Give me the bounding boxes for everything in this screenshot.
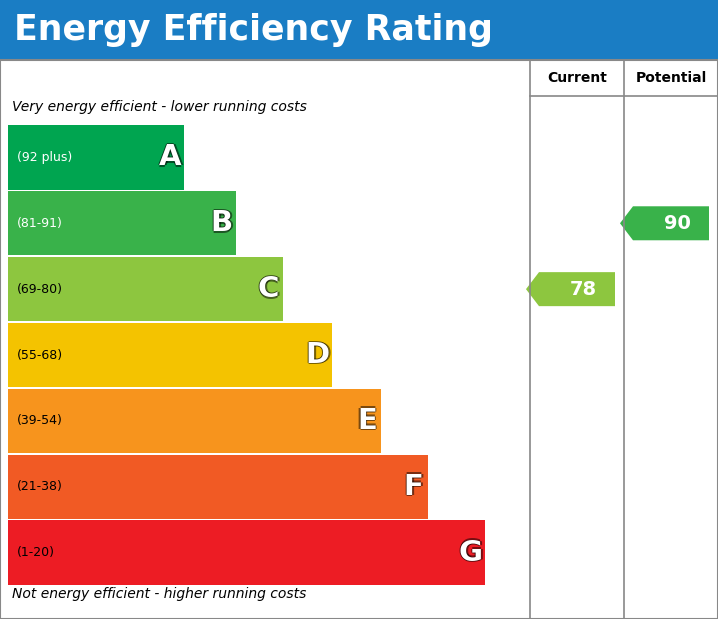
Bar: [8, 323, 332, 387]
Text: C: C: [259, 275, 281, 303]
Text: 78: 78: [570, 280, 597, 298]
Text: F: F: [404, 474, 424, 502]
Text: C: C: [258, 277, 279, 305]
Text: (69-80): (69-80): [17, 283, 63, 296]
Text: B: B: [211, 208, 233, 236]
Text: B: B: [213, 209, 235, 237]
Text: A: A: [159, 145, 182, 173]
Text: E: E: [357, 407, 377, 435]
Text: (55-68): (55-68): [17, 348, 63, 361]
Text: B: B: [211, 209, 233, 237]
Text: 90: 90: [664, 214, 691, 233]
Text: F: F: [404, 471, 424, 499]
Text: E: E: [355, 407, 376, 435]
Text: (92 plus): (92 plus): [17, 151, 73, 164]
Text: (1-20): (1-20): [17, 546, 55, 559]
Text: F: F: [402, 473, 422, 501]
Text: A: A: [157, 144, 180, 171]
Text: D: D: [306, 339, 330, 368]
Polygon shape: [526, 272, 615, 306]
Text: B: B: [211, 211, 233, 239]
Text: E: E: [357, 405, 377, 433]
Bar: [0, 0, 718, 60]
Text: A: A: [159, 144, 182, 171]
Text: G: G: [459, 539, 482, 566]
Text: (81-91): (81-91): [17, 217, 63, 230]
Text: Very energy efficient - lower running costs: Very energy efficient - lower running co…: [12, 100, 307, 114]
Text: C: C: [258, 275, 279, 303]
Bar: [8, 454, 428, 519]
Text: D: D: [306, 342, 330, 371]
Text: (39-54): (39-54): [17, 414, 63, 427]
Text: (21-38): (21-38): [17, 480, 63, 493]
Text: Potential: Potential: [635, 71, 707, 85]
Text: A: A: [160, 144, 183, 171]
Text: B: B: [210, 209, 231, 237]
Text: E: E: [358, 407, 378, 435]
Text: D: D: [307, 341, 331, 369]
Text: Not energy efficient - higher running costs: Not energy efficient - higher running co…: [12, 587, 307, 601]
Text: C: C: [256, 275, 278, 303]
Text: Current: Current: [547, 71, 607, 85]
Text: F: F: [405, 473, 425, 501]
Text: A: A: [159, 142, 182, 170]
Bar: [8, 125, 184, 189]
Text: G: G: [460, 539, 484, 566]
Text: G: G: [457, 539, 481, 566]
Bar: [8, 257, 283, 321]
Bar: [8, 521, 485, 585]
Text: G: G: [459, 537, 482, 565]
Text: E: E: [357, 409, 377, 436]
Text: Energy Efficiency Rating: Energy Efficiency Rating: [14, 13, 493, 47]
Text: C: C: [258, 274, 279, 301]
Text: D: D: [306, 341, 330, 369]
Bar: [8, 191, 236, 256]
Polygon shape: [620, 206, 709, 240]
Text: G: G: [459, 540, 482, 568]
Text: F: F: [404, 473, 424, 501]
Text: D: D: [304, 341, 328, 369]
Bar: [8, 389, 381, 453]
